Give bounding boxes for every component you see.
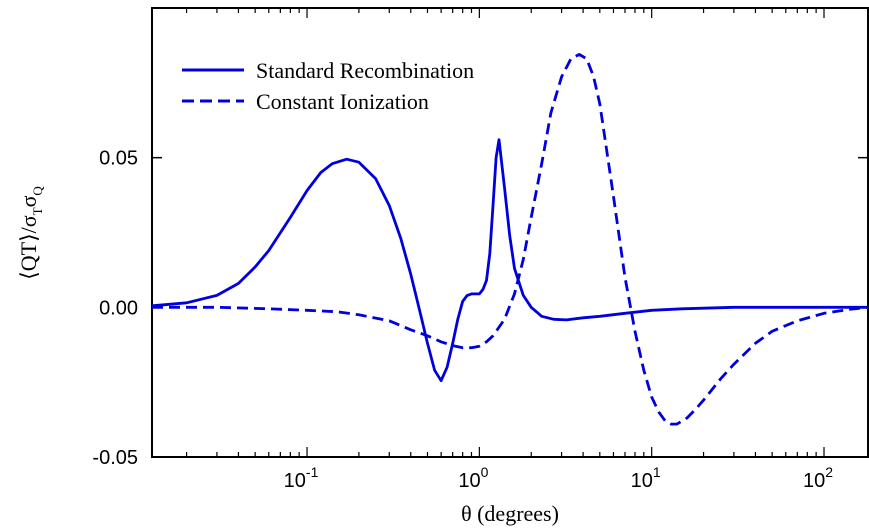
plot-frame — [151, 7, 869, 458]
legend: Standard Recombination Constant Ionizati… — [182, 58, 474, 114]
x-tick-label: 10-1 — [284, 464, 319, 492]
x-tick-exponent: 0 — [481, 464, 489, 480]
legend-label-constant-ionization: Constant Ionization — [256, 89, 429, 114]
x-tick-base: 10 — [631, 470, 653, 492]
x-tick-exponent: 2 — [825, 464, 833, 480]
y-axis-label: ⟨QT⟩/σTσQ — [16, 186, 45, 280]
y-tick-label: 0.00 — [99, 297, 138, 319]
y-tick-labels: -0.05 0.00 0.05 — [92, 148, 138, 469]
x-tick-base: 10 — [284, 470, 306, 492]
series-lines — [151, 53, 869, 426]
x-tick-label: 100 — [458, 464, 488, 492]
y-axis-label-sigma: σ — [16, 195, 41, 207]
x-tick-base: 10 — [458, 470, 480, 492]
x-tick-exponent: -1 — [306, 464, 319, 480]
y-axis-label-sub-q: Q — [30, 186, 45, 196]
series-line-standard-recombination — [151, 138, 868, 383]
y-tick-label: 0.05 — [99, 148, 138, 170]
x-tick-exponent: 1 — [653, 464, 661, 480]
y-axis-label-sub-t: T — [30, 207, 45, 215]
x-tick-label: 101 — [631, 464, 661, 492]
y-tick-label: -0.05 — [92, 447, 138, 469]
series-line-constant-ionization — [152, 53, 869, 426]
x-tick-label: 102 — [803, 464, 833, 492]
legend-label-standard-recombination: Standard Recombination — [256, 58, 474, 83]
x-axis-label: θ (degrees) — [461, 501, 559, 526]
y-axis-label-main: ⟨QT⟩/σ — [16, 215, 41, 280]
x-tick-labels: 10-1 100 101 102 — [284, 464, 834, 492]
x-tick-base: 10 — [803, 470, 825, 492]
